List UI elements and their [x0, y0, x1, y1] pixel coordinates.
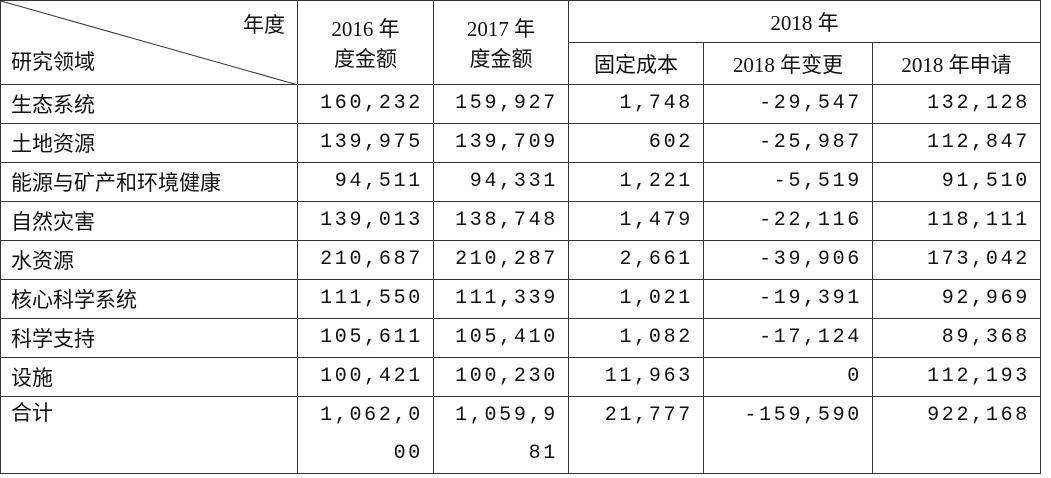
- subheader: 2018 年申请: [872, 42, 1041, 85]
- header-line: 2016 年: [331, 16, 400, 41]
- cell-value: 602: [568, 123, 704, 163]
- cell-value: 105,611: [297, 318, 434, 358]
- header-line: 2017 年: [466, 16, 536, 41]
- row-label: 核心科学系统: [0, 279, 298, 319]
- table-row: 合计 1,062,000 1,059,981 21,777 -159,590 922,16…: [0, 396, 1041, 474]
- cell-value: -5,519: [703, 162, 873, 202]
- table-row: 科学支持 105,611 105,410 1,082 -17,124 89,368: [0, 318, 1041, 358]
- cell-value: 1,062,000: [297, 396, 434, 474]
- cell-value: 139,709: [433, 123, 569, 163]
- cell-value: 91,510: [872, 162, 1041, 202]
- cell-value: 1,021: [568, 279, 704, 319]
- row-label: 水资源: [0, 240, 298, 280]
- cell-value: 159,927: [433, 84, 569, 124]
- header-row: 年度 研究领域 2016 年度金额 2017 年度金额 2018 年: [0, 0, 1041, 85]
- table-row: 能源与矿产和环境健康 94,511 94,331 1,221 -5,519 91,510: [0, 162, 1041, 202]
- corner-top: 年度: [243, 13, 285, 37]
- cell-value: 2,661: [568, 240, 704, 280]
- corner-cell: 年度 研究领域: [0, 0, 298, 85]
- diagonal: [1, 1, 295, 84]
- subheader: 2018 年变更: [703, 42, 873, 85]
- cell-value: 94,511: [297, 162, 434, 202]
- cell-value: 1,059,981: [433, 396, 569, 474]
- cell-value: -39,906: [703, 240, 873, 280]
- cell-value: 21,777: [568, 396, 704, 474]
- cell-value: -159,590: [703, 396, 873, 474]
- table-row: 自然灾害 139,013 138,748 1,479 -22,116 118,111: [0, 201, 1041, 241]
- cell-value: 89,368: [872, 318, 1041, 358]
- header-row: 固定成本 2018 年变更 2018 年申请: [1, 42, 1041, 85]
- table-row: 水资源 210,687 210,287 2,661 -39,906 173,042: [0, 240, 1041, 280]
- cell-value: 105,410: [433, 318, 569, 358]
- cell-value: 173,042: [872, 240, 1041, 280]
- cell-value: 111,550: [297, 279, 434, 319]
- cell-value: 210,687: [297, 240, 434, 280]
- cell-value: -22,116: [703, 201, 873, 241]
- table-row: 设施 100,421 100,230 11,963 0 112,193: [0, 357, 1041, 397]
- cell-value: 210,287: [433, 240, 569, 280]
- cell-value: 1,221: [568, 162, 704, 202]
- cell-value: 11,963: [568, 357, 704, 397]
- cell-value: -25,987: [703, 123, 873, 163]
- cell-value: 1,082: [568, 318, 704, 358]
- cell-value: 922,168: [872, 396, 1041, 474]
- cell-value: 1,748: [568, 84, 704, 124]
- cell-value: 1,479: [568, 201, 704, 241]
- cell-value: 100,230: [433, 357, 569, 397]
- corner-bottom: 研究领域: [11, 50, 95, 74]
- cell-value: -17,124: [703, 318, 873, 358]
- header-line: 度金额: [334, 46, 397, 71]
- row-label: 合计: [0, 396, 298, 474]
- cell-value: 160,232: [297, 84, 434, 124]
- cell-value: 112,193: [872, 357, 1041, 397]
- header-2018: 2018 年: [568, 0, 1041, 43]
- row-label: 自然灾害: [0, 201, 298, 241]
- header-2017: 2017 年度金额: [433, 0, 569, 85]
- cell-value: 112,847: [872, 123, 1041, 163]
- cell-value: 100,421: [297, 357, 434, 397]
- header-2016: 2016 年度金额: [297, 0, 434, 85]
- cell-value: 92,969: [872, 279, 1041, 319]
- row-label: 生态系统: [0, 84, 298, 124]
- table-row: 土地资源 139,975 139,709 602 -25,987 112,847: [0, 123, 1041, 163]
- cell-value: 94,331: [433, 162, 569, 202]
- cell-value: 111,339: [433, 279, 569, 319]
- cell-value: 132,128: [872, 84, 1041, 124]
- table-row: 核心科学系统 111,550 111,339 1,021 -19,391 92,969: [0, 279, 1041, 319]
- cell-value: 0: [703, 357, 873, 397]
- row-label: 科学支持: [0, 318, 298, 358]
- cell-value: -19,391: [703, 279, 873, 319]
- cell-value: 139,013: [297, 201, 434, 241]
- cell-value: 138,748: [433, 201, 569, 241]
- cell-value: 139,975: [297, 123, 434, 163]
- row-label: 土地资源: [0, 123, 298, 163]
- subheader: 固定成本: [568, 42, 704, 85]
- table-row: 生态系统 160,232 159,927 1,748 -29,547 132,128: [0, 84, 1041, 124]
- cell-value: 118,111: [872, 201, 1041, 241]
- cell-value: -29,547: [703, 84, 873, 124]
- row-label: 能源与矿产和环境健康: [0, 162, 298, 202]
- row-label: 设施: [0, 357, 298, 397]
- header-line: 度金额: [469, 46, 533, 71]
